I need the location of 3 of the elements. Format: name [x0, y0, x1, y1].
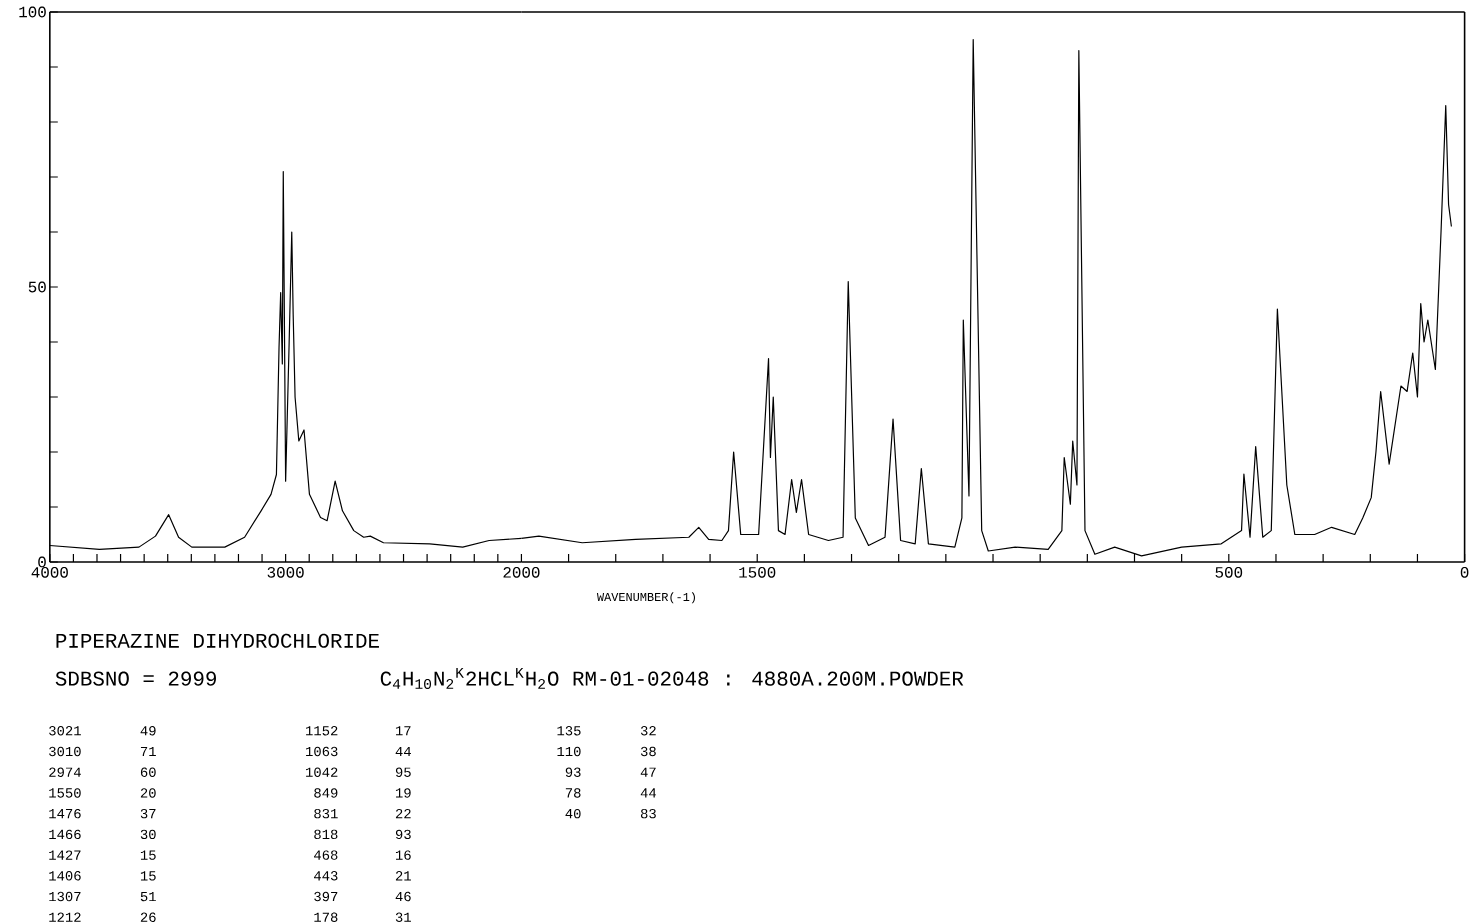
text: SDBSNO = 2999	[55, 671, 216, 686]
text: PIPERAZINE DIHYDROCHLORIDE	[56, 633, 379, 648]
text: C$_{4}$H$_{10}$N$_{2}$$^{K}$2HCL$^{K}$H$_{2}$O RM-01-02048 : 4880A.200M.POWDER	[380, 668, 964, 689]
